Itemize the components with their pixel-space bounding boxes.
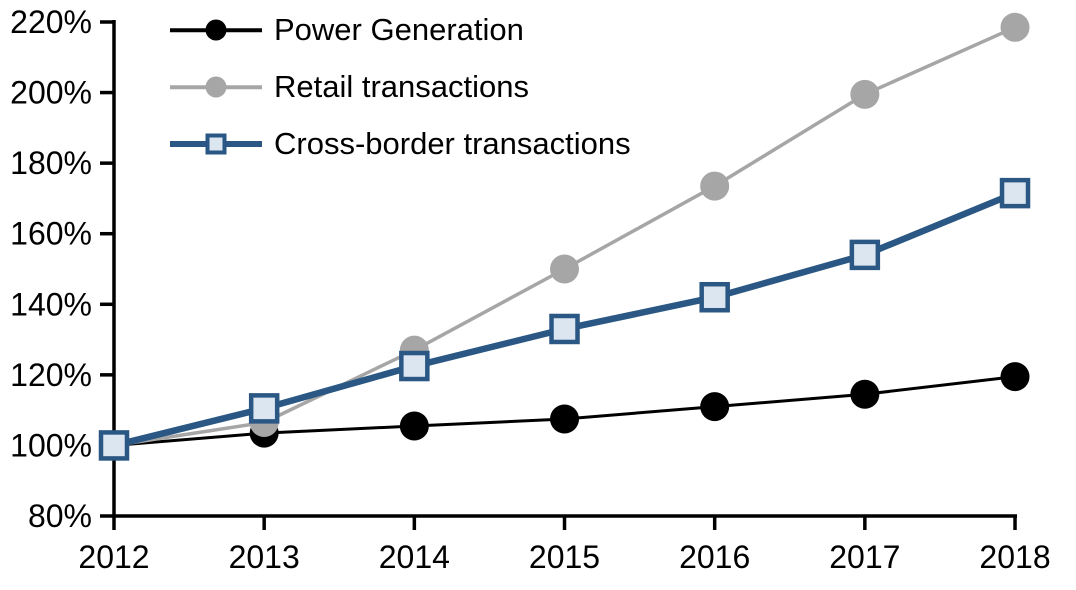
marker-cross-border-transactions xyxy=(248,393,280,424)
x-tick-label: 2012 xyxy=(78,539,149,575)
y-tick-label: 220% xyxy=(10,4,92,40)
marker-retail-transactions xyxy=(700,171,730,201)
legend-label: Power Generation xyxy=(274,12,524,47)
y-tick-label: 140% xyxy=(10,286,92,322)
legend-marker-line-square-icon xyxy=(170,124,262,164)
marker-retail-transactions xyxy=(1000,12,1030,42)
legend-label: Retail transactions xyxy=(274,69,530,104)
x-tick-label: 2016 xyxy=(679,539,750,575)
legend-marker-line-circle-icon xyxy=(170,67,262,107)
marker-retail-transactions xyxy=(850,79,880,109)
marker-cross-border-transactions xyxy=(98,430,130,461)
legend-item-retail-transactions: Retail transactions xyxy=(170,67,631,107)
y-tick-label: 200% xyxy=(10,75,92,111)
y-tick-label: 100% xyxy=(10,427,92,463)
marker-power-generation xyxy=(550,404,580,434)
y-tick-label: 180% xyxy=(10,145,92,181)
x-tick-label: 2015 xyxy=(529,539,600,575)
x-tick-label: 2014 xyxy=(379,539,450,575)
y-tick-label: 120% xyxy=(10,357,92,393)
y-tick-label: 160% xyxy=(10,216,92,252)
marker-power-generation xyxy=(850,379,880,409)
marker-cross-border-transactions xyxy=(549,313,580,345)
chart-legend: Power Generation Retail transactions Cro… xyxy=(170,10,631,181)
legend-marker-line-circle-icon xyxy=(170,10,262,50)
legend-item-power-generation: Power Generation xyxy=(170,10,631,50)
x-tick-label: 2013 xyxy=(229,539,300,575)
legend-label: Cross-border transactions xyxy=(274,126,631,161)
marker-retail-transactions xyxy=(550,254,580,284)
y-tick-label: 80% xyxy=(28,498,92,534)
x-tick-label: 2017 xyxy=(829,539,900,575)
marker-power-generation xyxy=(700,392,730,422)
marker-cross-border-transactions xyxy=(999,177,1031,209)
marker-power-generation xyxy=(1000,362,1030,392)
legend-item-cross-border-transactions: Cross-border transactions xyxy=(170,124,631,164)
marker-power-generation xyxy=(399,411,429,441)
x-tick-label: 2018 xyxy=(979,539,1050,575)
marker-cross-border-transactions xyxy=(849,239,881,271)
marker-cross-border-transactions xyxy=(699,281,730,313)
marker-cross-border-transactions xyxy=(399,350,430,382)
